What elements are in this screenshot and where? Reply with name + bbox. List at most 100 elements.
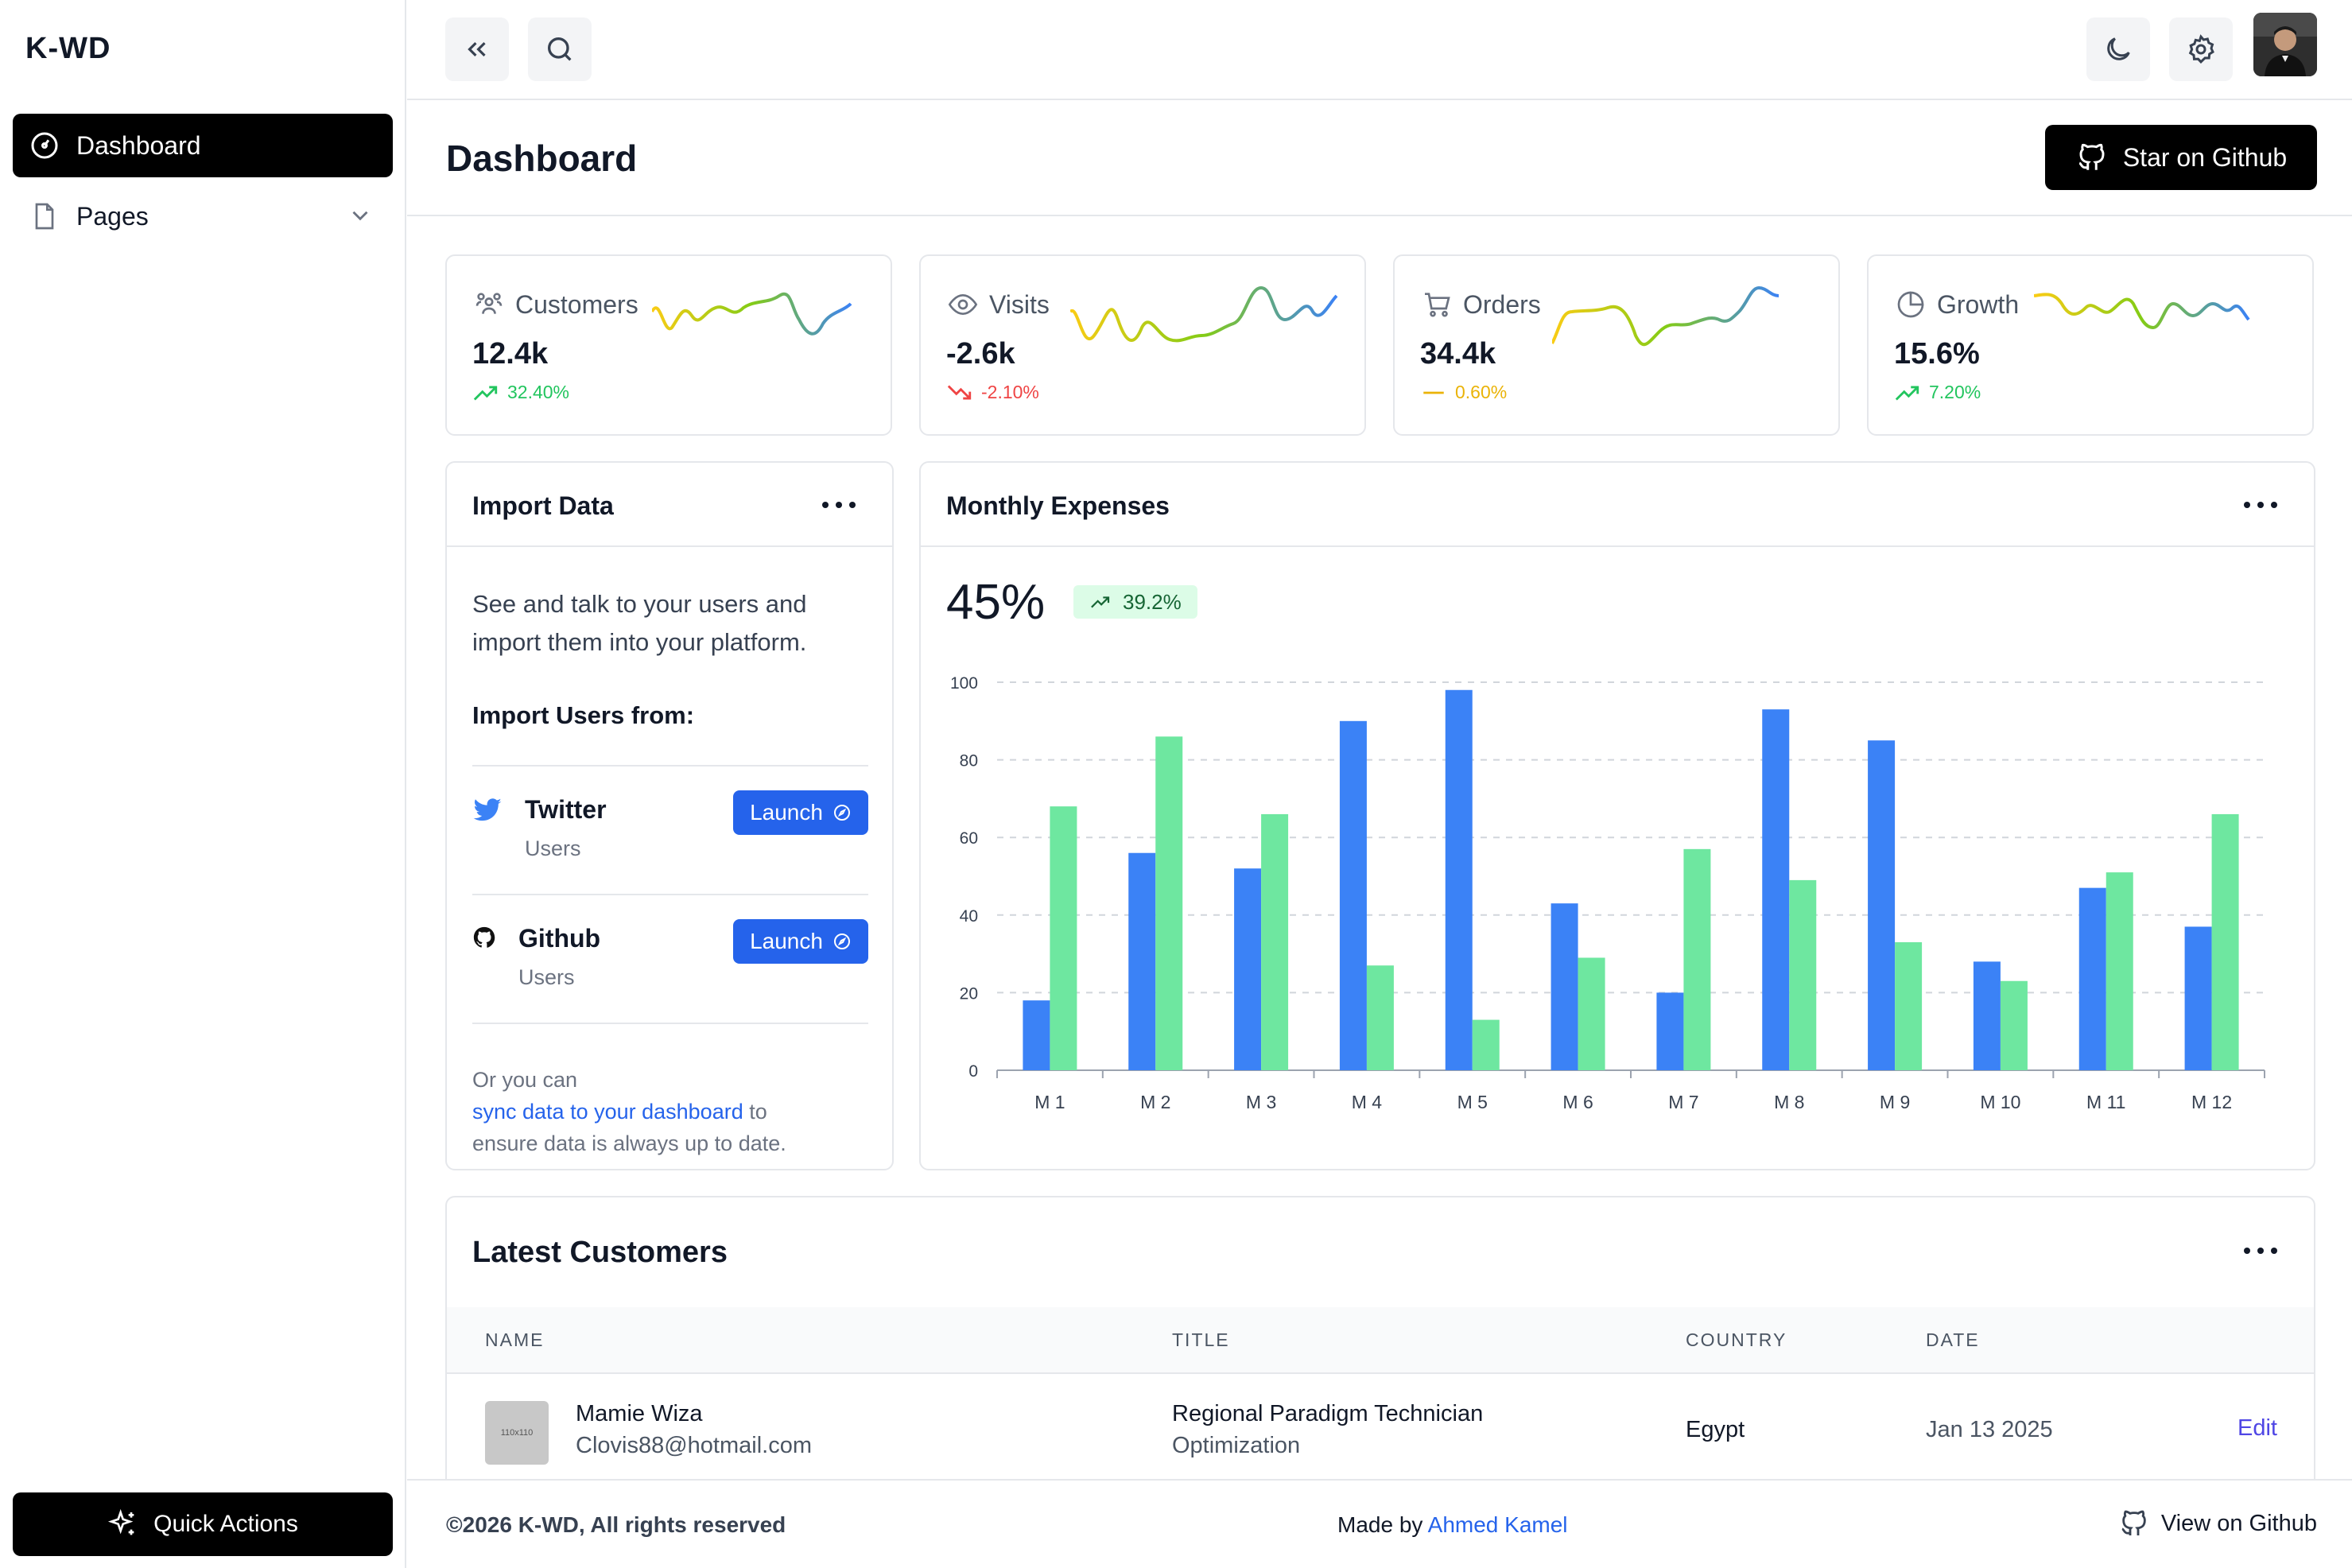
sync-data-link[interactable]: sync data to your dashboard [472,1100,743,1124]
page-title: Dashboard [446,138,638,179]
bar [1023,1000,1050,1070]
bar [1261,813,1289,1070]
bar [1973,961,2001,1070]
stat-card-growth: Growth 15.6% 7.20% [1867,254,2314,436]
stat-value: 12.4k [472,337,549,371]
customer-date: Jan 13 2025 [1926,1417,2053,1442]
table-row[interactable]: 110x110 Mamie Wiza Clovis88@hotmail.com … [447,1376,2314,1495]
launch-label: Launch [750,800,823,825]
brand-logo[interactable]: K-WD [25,32,111,65]
bar [2211,813,2239,1070]
footer-prefix: Or you can [472,1068,578,1092]
column-header: DATE [1926,1329,1980,1350]
y-tick-label: 60 [960,829,978,848]
file-icon [29,200,60,232]
gear-icon [2185,33,2217,65]
quick-actions-button[interactable]: Quick Actions [13,1492,393,1556]
column-header: NAME [485,1329,545,1350]
made-by: Made by Ahmed Kamel [1337,1512,1568,1538]
x-tick-label: M 11 [2086,1092,2125,1112]
bar [1551,903,1578,1070]
divider [472,765,868,767]
minus-icon [1420,382,1447,403]
sidebar-item-dashboard[interactable]: Dashboard [13,114,393,177]
sidebar: K-WD Dashboard Pages Quick Actions [0,0,406,1568]
card-title: Monthly Expenses [946,491,1170,520]
star-on-github-button[interactable]: Star on Github [2045,125,2317,190]
stat-card-visits: Visits -2.6k -2.10% [919,254,1366,436]
collapse-sidebar-button[interactable] [445,17,509,81]
source-sub: Users [518,965,575,989]
quick-actions-label: Quick Actions [153,1511,298,1537]
stat-value: 34.4k [1420,337,1496,371]
import-description: See and talk to your users and import th… [472,590,807,656]
y-tick-label: 100 [950,674,978,693]
table-header: NAME TITLE COUNTRY DATE [447,1307,2314,1374]
bar [1656,992,1684,1070]
chevron-down-icon[interactable] [347,202,374,235]
bar [1895,941,1923,1070]
copyright: ©2026 K-WD, All rights reserved [446,1512,786,1537]
author-link[interactable]: Ahmed Kamel [1427,1512,1568,1537]
expenses-change-badge: 39.2% [1073,585,1197,619]
user-avatar[interactable] [2253,13,2317,76]
launch-twitter-button[interactable]: Launch [733,790,868,835]
bar [1472,1019,1500,1070]
column-header: COUNTRY [1686,1329,1787,1350]
dashboard-icon [29,130,60,161]
bar [1762,709,1790,1070]
sparkles-icon [107,1508,139,1540]
sidebar-item-pages[interactable]: Pages [13,184,393,248]
x-tick-label: M 6 [1562,1092,1593,1112]
stat-delta: 32.40% [507,382,570,402]
edit-link[interactable]: Edit [2238,1415,2277,1441]
customer-thumbnail: 110x110 [485,1401,549,1465]
users-icon [472,288,506,321]
theme-toggle-button[interactable] [2086,17,2150,81]
customer-country: Egypt [1686,1417,1745,1442]
bar [1683,848,1711,1070]
trending-down-icon [946,382,973,403]
eye-icon [946,288,980,321]
bar [2106,872,2133,1070]
stat-delta: 0.60% [1455,382,1508,402]
x-tick-label: M 5 [1457,1092,1488,1112]
launch-github-button[interactable]: Launch [733,919,868,964]
settings-button[interactable] [2169,17,2233,81]
customer-email: Clovis88@hotmail.com [576,1433,812,1458]
twitter-icon [472,795,503,825]
import-subtitle: Import Users from: [472,701,695,729]
source-name: Twitter [525,795,607,824]
footer-suffix: to [743,1100,767,1124]
more-options-icon[interactable] [2244,493,2277,517]
cart-icon [1420,288,1454,321]
compass-icon [833,803,852,822]
bar [2078,887,2106,1070]
star-button-label: Star on Github [2122,142,2288,172]
stat-label: Orders [1463,289,1541,319]
bar [1789,879,1817,1070]
import-footer: Or you can sync data to your dashboard t… [472,1064,870,1159]
stat-value: 15.6% [1894,337,1980,371]
bar [2000,980,2028,1070]
more-options-icon[interactable] [2244,1239,2277,1263]
bar [1339,720,1367,1070]
github-icon [2075,141,2109,174]
more-options-icon[interactable] [822,493,856,517]
y-tick-label: 40 [960,907,978,926]
github-icon [2118,1508,2150,1539]
card-title: Import Data [472,491,614,520]
x-tick-label: M 3 [1246,1092,1276,1112]
customer-title: Regional Paradigm Technician [1172,1401,1484,1426]
view-on-github-link[interactable]: View on Github [2118,1508,2317,1539]
monthly-expenses-chart: 0 20 40 60 80 100 M 1 M 2 M 3 M 4 M 5 M 6 M 7 M 8 M 9 M… [950,674,2265,1112]
stat-delta: -2.10% [981,382,1039,402]
search-button[interactable] [528,17,592,81]
divider [472,894,868,895]
y-tick-label: 20 [960,984,978,1003]
bar [1445,689,1473,1070]
sparkline-chart [2034,293,2250,330]
stat-label: Customers [515,289,638,319]
github-icon [472,926,496,949]
stat-card-customers: Customers 12.4k 32.40% [445,254,892,436]
